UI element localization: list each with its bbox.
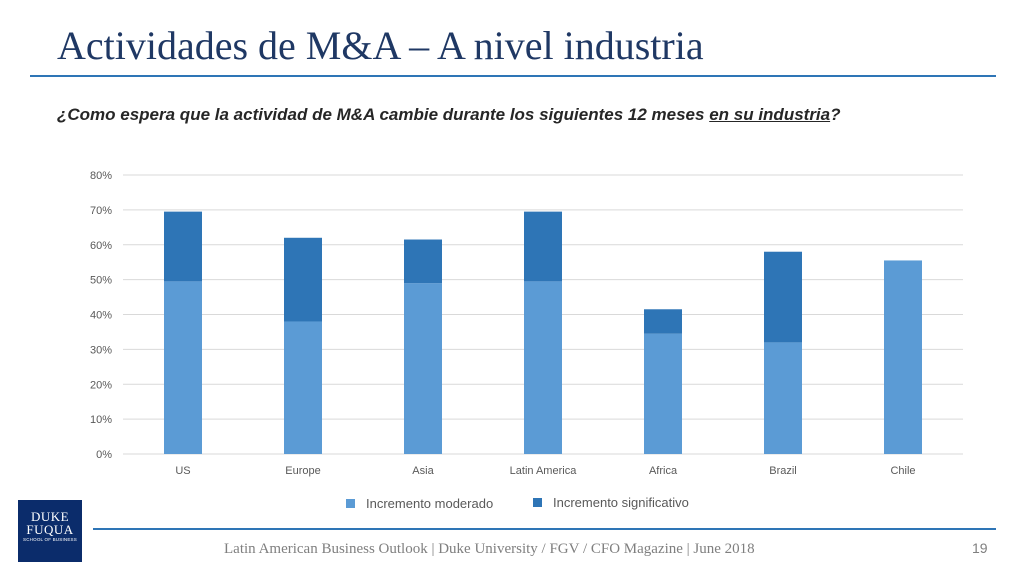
question-text: ¿Como espera que la actividad de M&A cam…	[57, 105, 710, 124]
x-tick-label: Europe	[285, 465, 320, 477]
footer-source: Latin American Business Outlook | Duke U…	[224, 541, 755, 557]
bar-segment-significativo	[644, 309, 682, 334]
x-tick-label: US	[175, 465, 190, 477]
x-tick-label: Brazil	[769, 465, 797, 477]
bar-segment-moderado	[164, 281, 202, 454]
bar-segment-significativo	[404, 239, 442, 284]
bar-segment-significativo	[164, 211, 202, 282]
slide-title: Actividades de M&A – A nivel industria	[57, 23, 704, 68]
legend-swatch	[533, 498, 542, 507]
bar-segment-moderado	[764, 342, 802, 454]
y-tick-label: 40%	[90, 310, 112, 322]
y-tick-label: 0%	[96, 449, 112, 461]
bar-segment-moderado	[404, 283, 442, 454]
bar-segment-significativo	[524, 211, 562, 282]
y-tick-label: 50%	[90, 275, 112, 287]
legend-label: Incremento significativo	[553, 495, 689, 510]
x-tick-label: Asia	[412, 465, 434, 477]
bar-segment-moderado	[284, 321, 322, 454]
y-tick-label: 70%	[90, 205, 112, 217]
page-number: 19	[972, 540, 988, 556]
bar-segment-moderado	[524, 281, 562, 454]
y-tick-label: 20%	[90, 379, 112, 391]
x-tick-label: Latin America	[510, 465, 578, 477]
legend-swatch	[346, 499, 355, 508]
legend-label: Incremento moderado	[366, 496, 493, 511]
y-tick-label: 10%	[90, 414, 112, 426]
title-divider	[30, 75, 996, 77]
question-emphasis: en su industria	[709, 105, 831, 124]
survey-question: ¿Como espera que la actividad de M&A cam…	[57, 105, 841, 125]
bar-segment-moderado	[884, 260, 922, 454]
bar-segment-significativo	[284, 237, 322, 322]
question-mark: ?	[830, 105, 841, 124]
y-tick-label: 60%	[90, 240, 112, 252]
footer-divider	[93, 528, 996, 530]
logo-line-fuqua: FUQUA	[26, 522, 74, 537]
x-tick-label: Chile	[890, 465, 915, 477]
x-tick-label: Africa	[649, 465, 678, 477]
bar-segment-moderado	[644, 333, 682, 454]
y-tick-label: 30%	[90, 344, 112, 356]
y-tick-label: 80%	[90, 170, 112, 182]
logo-line-school: SCHOOL OF BUSINESS	[23, 537, 77, 542]
bar-segment-significativo	[764, 251, 802, 343]
logo-line-duke: DUKE	[30, 509, 70, 524]
duke-fuqua-logo: DUKE FUQUA SCHOOL OF BUSINESS	[18, 500, 82, 562]
